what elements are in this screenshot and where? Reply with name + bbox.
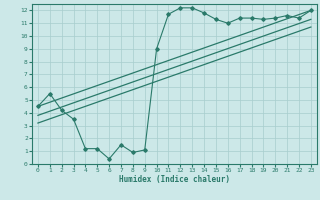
X-axis label: Humidex (Indice chaleur): Humidex (Indice chaleur)	[119, 175, 230, 184]
